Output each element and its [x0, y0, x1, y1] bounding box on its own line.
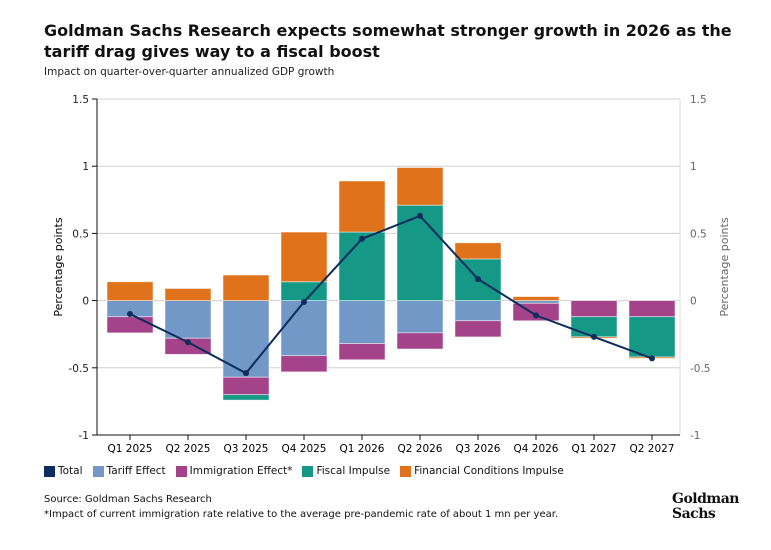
- chart-title: Goldman Sachs Research expects somewhat …: [44, 21, 732, 61]
- legend-item: Total: [44, 465, 83, 477]
- bar-financial-conditions-impulse: [106, 281, 154, 301]
- bar-financial-conditions-impulse: [454, 242, 502, 260]
- bar-immigration-effect-: [454, 320, 502, 338]
- total-point: [301, 298, 307, 305]
- x-tick-label: Q4 2026: [513, 443, 558, 455]
- bar-tariff-effect: [164, 300, 212, 339]
- x-tick-label: Q3 2025: [223, 443, 268, 455]
- bar-financial-conditions-impulse: [280, 231, 328, 283]
- bar-fiscal-impulse: [570, 316, 618, 338]
- x-tick-label: Q2 2026: [397, 443, 442, 455]
- y-tick-label: -1: [79, 430, 89, 442]
- x-tick-label: Q3 2026: [455, 443, 500, 455]
- chart: 1.5 1.5 1 1 0.5 0.5 0 0 -0.5 -0.5 -1 -1 Percentage p…: [52, 94, 731, 455]
- bar-financial-conditions-impulse: [164, 288, 212, 301]
- y-tick-label: 1.5: [72, 94, 89, 106]
- bar-financial-conditions-impulse: [396, 167, 444, 206]
- bar-fiscal-impulse: [396, 204, 444, 301]
- bar-fiscal-impulse: [628, 316, 676, 358]
- legend-swatch: [44, 465, 55, 477]
- legend-label: Total: [58, 465, 83, 477]
- total-point: [475, 276, 481, 283]
- goldman-sachs-logo: Goldman Sachs: [672, 491, 739, 522]
- y-tick-label-right: 0.5: [690, 228, 707, 240]
- bar-immigration-effect-: [396, 332, 444, 350]
- legend-label: Tariff Effect: [106, 465, 166, 477]
- total-point: [591, 333, 597, 340]
- bar-tariff-effect: [512, 300, 560, 304]
- legend-label: Immigration Effect*: [189, 465, 293, 477]
- x-tick-label: Q2 2025: [165, 443, 210, 455]
- bar-immigration-effect-: [222, 376, 270, 396]
- total-point: [243, 370, 249, 377]
- bar-financial-conditions-impulse: [338, 180, 386, 233]
- x-tick-label: Q1 2027: [571, 443, 616, 455]
- bar-immigration-effect-: [628, 300, 676, 318]
- legend-item: Tariff Effect: [92, 465, 166, 477]
- total-point: [359, 235, 365, 242]
- total-point: [185, 339, 191, 346]
- y-tick-label: 1: [82, 161, 89, 173]
- legend-swatch: [400, 465, 412, 477]
- bar-fiscal-impulse: [338, 231, 386, 301]
- legend-swatch: [302, 465, 314, 477]
- y-axis-label: Percentage points: [52, 217, 65, 316]
- y-tick-label-right: -1: [690, 430, 700, 442]
- chart-subtitle: Impact on quarter-over-quarter annualize…: [44, 66, 335, 78]
- total-point: [649, 355, 655, 362]
- y-axis-label-right: Percentage points: [718, 217, 731, 316]
- legend-label: Fiscal Impulse: [316, 465, 391, 477]
- total-line: [129, 214, 653, 375]
- y-tick-label-right: 0: [690, 296, 697, 308]
- legend-swatch: [92, 465, 104, 477]
- source-note: Source: Goldman Sachs Research: [44, 494, 212, 505]
- y-tick-label: 0.5: [72, 228, 89, 240]
- legend-swatch: [175, 465, 187, 477]
- x-tick-label: Q1 2025: [107, 443, 152, 455]
- bar-financial-conditions-impulse: [512, 296, 560, 301]
- total-point: [533, 312, 539, 319]
- bar-tariff-effect: [280, 300, 328, 357]
- legend: Total Tariff Effect Immigration Effect* Fis…: [44, 465, 564, 477]
- legend-item: Fiscal Impulse: [302, 465, 390, 477]
- x-tick-label: Q1 2026: [339, 443, 384, 455]
- x-tick-label: Q2 2027: [629, 443, 674, 455]
- bar-financial-conditions-impulse: [222, 274, 270, 301]
- y-tick-label: 0: [82, 296, 89, 308]
- bar-immigration-effect-: [280, 355, 328, 373]
- y-tick-label-right: 1: [690, 161, 697, 173]
- bar-tariff-effect: [396, 300, 444, 334]
- x-tick-label: Q4 2025: [281, 443, 326, 455]
- legend-item: Immigration Effect*: [175, 465, 293, 477]
- total-point: [127, 311, 133, 318]
- bar-tariff-effect: [454, 300, 502, 322]
- total-point: [417, 212, 423, 219]
- bar-immigration-effect-: [570, 300, 618, 318]
- bar-immigration-effect-: [338, 343, 386, 361]
- bar-immigration-effect-: [164, 337, 212, 355]
- footnote: *Impact of current immigration rate rela…: [44, 509, 559, 520]
- y-tick-label-right: -0.5: [690, 363, 711, 375]
- y-tick-label: -0.5: [69, 363, 90, 375]
- y-tick-label-right: 1.5: [690, 94, 707, 106]
- bar-tariff-effect: [338, 300, 386, 345]
- bar-fiscal-impulse: [222, 394, 270, 401]
- legend-item: Financial Conditions Impulse: [400, 465, 564, 477]
- legend-label: Financial Conditions Impulse: [414, 465, 564, 477]
- bar-immigration-effect-: [106, 316, 154, 334]
